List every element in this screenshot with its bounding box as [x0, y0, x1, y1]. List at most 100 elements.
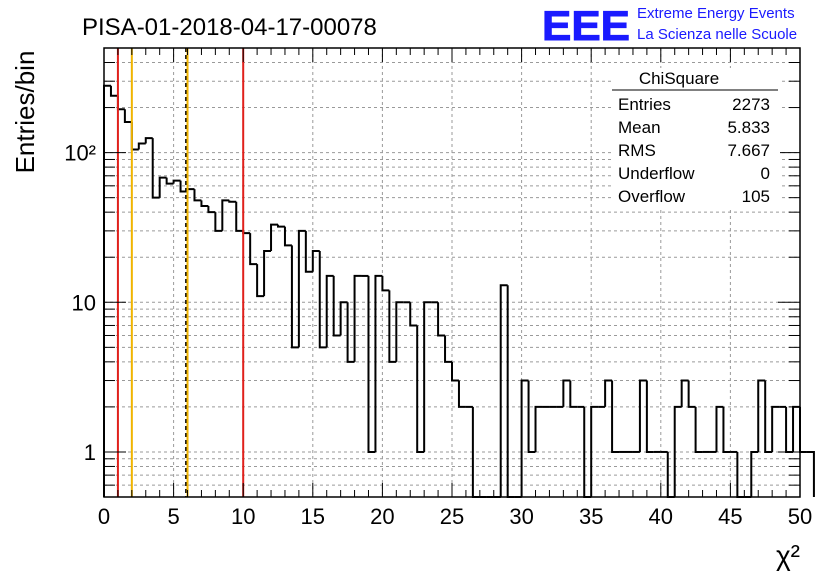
histogram-bin — [792, 405, 800, 452]
histogram-bin — [645, 380, 654, 453]
x-tick-labels: 0 5 10 15 20 25 30 35 40 45 50 — [98, 504, 812, 529]
histogram-bin — [750, 450, 759, 497]
histogram-bin — [673, 405, 682, 497]
stats-row-value: 5.833 — [727, 118, 770, 137]
histogram-bin — [228, 200, 237, 203]
histogram-bin — [694, 406, 703, 453]
x-tick-label: 20 — [370, 504, 394, 529]
histogram-bin — [339, 301, 348, 336]
y-axis-label: Entries/bin — [10, 51, 40, 174]
histogram-bin — [437, 302, 446, 337]
stats-row-label: RMS — [618, 141, 656, 160]
x-tick-label: 30 — [509, 504, 533, 529]
x-tick-label: 5 — [167, 504, 179, 529]
logo-line2: La Scienza nelle Scuole — [637, 26, 797, 43]
histogram-bin — [423, 301, 432, 452]
histogram-bin — [562, 379, 571, 407]
histogram-bin — [325, 274, 334, 348]
histogram-bin — [409, 302, 418, 327]
histogram-bin — [103, 84, 111, 497]
histogram-bin — [381, 275, 390, 292]
histogram-bin — [569, 380, 578, 408]
histogram-bin — [757, 379, 766, 452]
histogram-bin — [680, 379, 689, 407]
histogram-bin — [221, 199, 230, 231]
histogram-bin — [144, 137, 153, 144]
histogram-bin — [304, 230, 313, 273]
logo-line1: Extreme Energy Events — [637, 5, 795, 22]
histogram-bin — [249, 233, 258, 266]
histogram-bin — [158, 176, 167, 198]
histogram-bin — [151, 138, 160, 199]
stats-row-value: 2273 — [732, 95, 770, 114]
histogram-bin — [214, 212, 223, 232]
histogram-bin — [771, 405, 780, 452]
x-tick-label: 45 — [718, 504, 742, 529]
y-tick-labels: 1 10 10² — [64, 141, 96, 465]
y-tick-label: 1 — [84, 440, 96, 465]
histogram-bin — [346, 302, 355, 363]
histogram-bin — [638, 379, 647, 452]
axis-ticks — [103, 47, 801, 498]
histogram-bin — [395, 301, 404, 362]
histogram-bin — [256, 264, 265, 298]
histogram-bin — [520, 379, 529, 497]
stats-row-label: Underflow — [618, 164, 695, 183]
x-tick-label: 50 — [788, 504, 812, 529]
histogram-bin — [444, 335, 452, 363]
histogram-bin — [785, 406, 794, 453]
stats-title: ChiSquare — [639, 69, 719, 88]
stats-row-label: Mean — [618, 118, 661, 137]
histogram-bin — [451, 361, 459, 382]
reference-lines — [116, 48, 245, 497]
stats-row-value: 7.667 — [727, 141, 770, 160]
histogram-bin — [290, 245, 299, 349]
histogram-bin — [130, 122, 139, 151]
histogram-bin — [799, 406, 807, 453]
x-tick-label: 0 — [98, 504, 110, 529]
histogram-bin — [263, 250, 272, 297]
histogram-bin — [416, 325, 425, 453]
histogram-bin — [137, 142, 146, 150]
logo-letters: EEE — [542, 2, 630, 49]
histogram-bin — [123, 109, 132, 124]
stats-box: ChiSquare Entries 2273 Mean 5.833 RMS 7.667 Un… — [612, 68, 780, 208]
histogram-bin — [687, 380, 696, 408]
histogram-bin — [277, 224, 285, 228]
x-tick-label: 25 — [440, 504, 464, 529]
x-tick-label: 35 — [579, 504, 603, 529]
histogram-bin — [172, 179, 181, 184]
y-tick-label: 10 — [72, 290, 96, 315]
histogram-bin — [353, 274, 362, 362]
stats-row-value: 0 — [761, 164, 770, 183]
histogram-bin — [806, 450, 815, 497]
histogram-bin — [611, 380, 620, 453]
y-tick-label: 10² — [64, 141, 96, 166]
histogram-bin — [590, 405, 599, 497]
histogram-bin — [235, 201, 244, 232]
histogram-bin — [332, 275, 341, 337]
histogram-bin — [311, 250, 320, 272]
histogram-bin — [193, 189, 202, 202]
histogram-bin — [270, 223, 278, 252]
x-tick-label: 15 — [301, 504, 325, 529]
histogram-bin — [165, 177, 174, 185]
histogram-bin — [388, 290, 397, 363]
histogram-bin — [186, 188, 195, 192]
x-tick-label: 10 — [231, 504, 255, 529]
histogram-bin — [200, 200, 209, 207]
x-tick-label: 40 — [649, 504, 673, 529]
histogram-bin — [764, 380, 773, 453]
x-axis-label: χ² — [776, 540, 800, 571]
histogram-bin — [109, 85, 118, 97]
histogram-bin — [715, 405, 724, 452]
histogram-bin — [367, 275, 376, 453]
eee-logo: EEE Extreme Energy Events La Scienza nel… — [542, 2, 798, 50]
chart-title: PISA-01-2018-04-17-00078 — [82, 14, 377, 41]
histogram-bin — [374, 274, 383, 452]
stats-row-label: Entries — [618, 95, 671, 114]
stats-row-value: 105 — [742, 187, 770, 206]
histogram-bin — [318, 251, 327, 349]
